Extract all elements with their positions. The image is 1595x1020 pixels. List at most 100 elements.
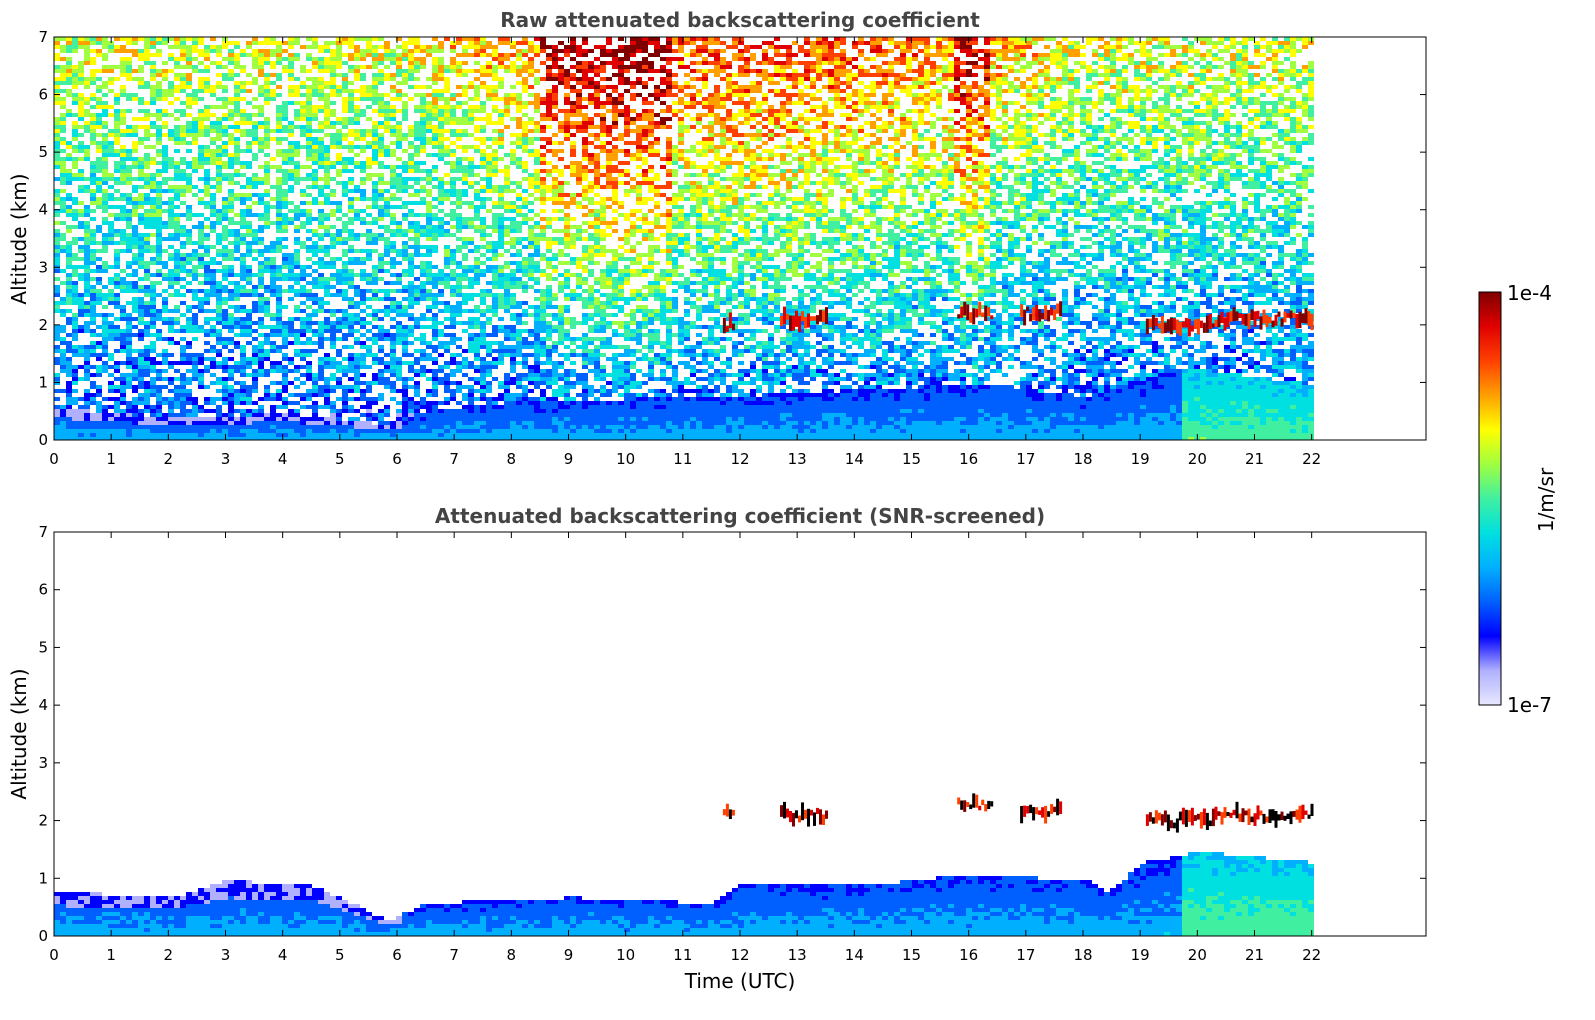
- heatmap-cell: [492, 313, 498, 317]
- heatmap-cell: [156, 361, 162, 365]
- heatmap-cell: [72, 69, 78, 73]
- heatmap-cell: [372, 233, 378, 237]
- heatmap-cell: [348, 361, 354, 365]
- heatmap-cell: [210, 425, 216, 429]
- heatmap-cell: [276, 381, 282, 385]
- heatmap-cell: [114, 65, 120, 69]
- heatmap-cell: [324, 185, 330, 189]
- heatmap-cell: [360, 145, 366, 149]
- heatmap-cell: [174, 205, 180, 209]
- heatmap-cell: [192, 141, 198, 145]
- heatmap-cell: [474, 341, 480, 345]
- heatmap-cell: [162, 305, 168, 309]
- heatmap-cell: [354, 45, 360, 49]
- heatmap-cell: [402, 101, 408, 105]
- heatmap-cell: [114, 397, 120, 401]
- heatmap-cell: [306, 433, 312, 437]
- heatmap-cell: [492, 89, 498, 93]
- heatmap-cell: [186, 49, 192, 53]
- heatmap-cell: [234, 125, 240, 129]
- heatmap-cell: [204, 89, 210, 93]
- heatmap-cell: [180, 253, 186, 257]
- heatmap-cell: [270, 421, 276, 425]
- heatmap-cell: [270, 361, 276, 365]
- heatmap-cell: [150, 425, 156, 429]
- heatmap-cell: [126, 265, 132, 269]
- heatmap-cell: [348, 93, 354, 97]
- heatmap-cell: [54, 421, 60, 425]
- heatmap-cell: [144, 153, 150, 157]
- heatmap-cell: [390, 89, 396, 93]
- heatmap-cell: [378, 209, 384, 213]
- heatmap-cell: [72, 129, 78, 133]
- heatmap-cell: [180, 173, 186, 177]
- heatmap-cell: [348, 277, 354, 281]
- heatmap-cell: [114, 281, 120, 285]
- heatmap-cell: [348, 369, 354, 373]
- heatmap-cell: [276, 417, 282, 421]
- heatmap-cell: [102, 221, 108, 225]
- heatmap-cell: [396, 69, 402, 73]
- heatmap-cell: [444, 129, 450, 133]
- heatmap-cell: [114, 113, 120, 117]
- heatmap-cell: [438, 289, 444, 293]
- heatmap-cell: [312, 93, 318, 97]
- heatmap-cell: [84, 393, 90, 397]
- heatmap-cell: [402, 45, 408, 49]
- heatmap-cell: [264, 181, 270, 185]
- heatmap-cell: [456, 417, 462, 421]
- heatmap-cell: [84, 353, 90, 357]
- heatmap-cell: [408, 361, 414, 365]
- heatmap-cell: [126, 237, 132, 241]
- heatmap-cell: [372, 77, 378, 81]
- heatmap-cell: [198, 133, 204, 137]
- heatmap-cell: [468, 277, 474, 281]
- heatmap-cell: [342, 421, 348, 425]
- heatmap-cell: [150, 201, 156, 205]
- heatmap-cell: [120, 109, 126, 113]
- heatmap-cell: [282, 149, 288, 153]
- heatmap-cell: [216, 221, 222, 225]
- heatmap-cell: [126, 73, 132, 77]
- heatmap-cell: [396, 325, 402, 329]
- heatmap-cell: [120, 341, 126, 345]
- heatmap-cell: [216, 417, 222, 421]
- heatmap-cell: [384, 405, 390, 409]
- heatmap-cell: [414, 109, 420, 113]
- heatmap-cell: [270, 129, 276, 133]
- heatmap-cell: [318, 309, 324, 313]
- heatmap-cell: [330, 413, 336, 417]
- heatmap-cell: [456, 133, 462, 137]
- heatmap-cell: [462, 265, 468, 269]
- heatmap-cell: [450, 41, 456, 45]
- heatmap-cell: [432, 433, 438, 437]
- heatmap-cell: [222, 269, 228, 273]
- heatmap-cell: [120, 121, 126, 125]
- heatmap-cell: [72, 333, 78, 337]
- heatmap-cell: [444, 409, 450, 413]
- heatmap-cell: [378, 361, 384, 365]
- heatmap-cell: [414, 193, 420, 197]
- heatmap-cell: [126, 213, 132, 217]
- heatmap-cell: [324, 181, 330, 185]
- heatmap-cell: [120, 269, 126, 273]
- heatmap-cell: [396, 57, 402, 61]
- heatmap-cell: [378, 189, 384, 193]
- heatmap-cell: [264, 285, 270, 289]
- heatmap-cell: [330, 41, 336, 45]
- heatmap-cell: [390, 273, 396, 277]
- heatmap-cell: [438, 225, 444, 229]
- heatmap-cell: [342, 273, 348, 277]
- heatmap-cell: [282, 385, 288, 389]
- heatmap-cell: [84, 425, 90, 429]
- heatmap-cell: [90, 61, 96, 65]
- heatmap-cell: [360, 345, 366, 349]
- heatmap-cell: [384, 49, 390, 53]
- heatmap-cell: [360, 249, 366, 253]
- heatmap-cell: [204, 317, 210, 321]
- heatmap-cell: [306, 353, 312, 357]
- heatmap-cell: [186, 217, 192, 221]
- heatmap-cell: [414, 45, 420, 49]
- heatmap-cell: [414, 49, 420, 53]
- heatmap-cell: [138, 333, 144, 337]
